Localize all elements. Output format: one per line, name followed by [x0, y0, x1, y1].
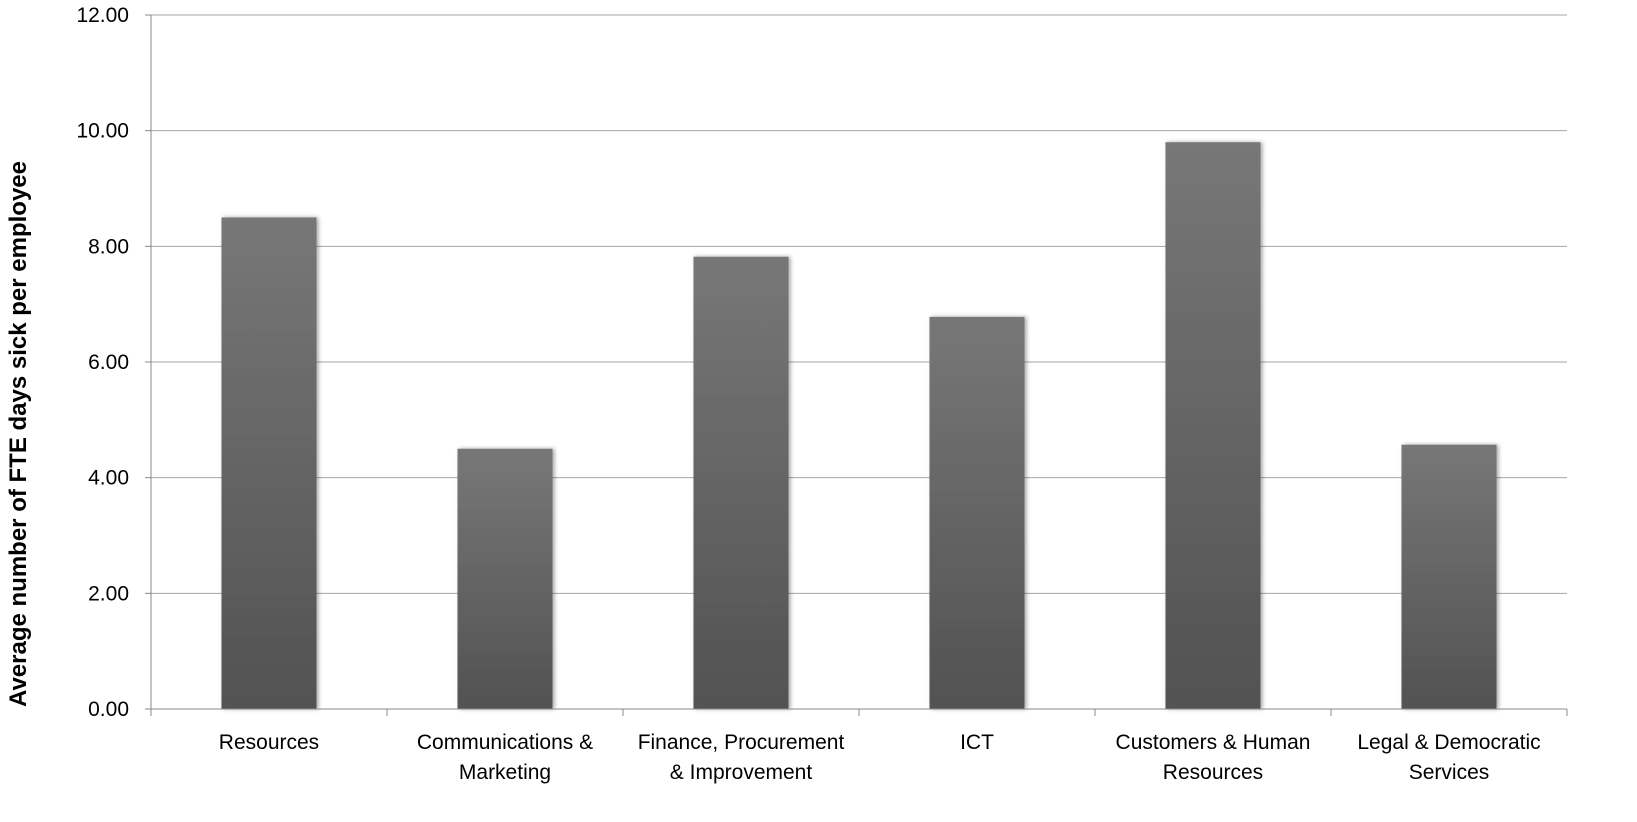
x-tick-label: Legal & Democratic Services [1357, 731, 1540, 784]
y-tick-label: 10.00 [76, 120, 129, 143]
bar [1165, 142, 1261, 709]
x-tick-label: ICT [960, 731, 994, 754]
bar [221, 217, 317, 709]
bars [221, 142, 1497, 709]
x-tick-label: Customers & Human Resources [1116, 731, 1311, 784]
x-tick-label: Resources [219, 731, 319, 754]
x-tick-label: Communications & Marketing [417, 731, 593, 784]
bar [457, 448, 553, 709]
y-tick-label: 0.00 [88, 698, 129, 721]
bar [1401, 444, 1497, 709]
bar [929, 316, 1025, 709]
y-tick-label: 4.00 [88, 467, 129, 490]
axes [150, 15, 1568, 716]
y-tick-label: 2.00 [88, 582, 129, 605]
x-tick-labels: Resources Communications & Marketing Financ… [219, 731, 1541, 784]
y-axis-label: Average number of FTE days sick per empl… [5, 161, 32, 707]
y-tick-label: 6.00 [88, 351, 129, 374]
bar [693, 256, 789, 709]
y-tick-label: 12.00 [76, 4, 129, 27]
y-tick-label: 8.00 [88, 235, 129, 258]
y-tick-labels: 0.00 2.00 4.00 6.00 8.00 10.00 12.00 [76, 4, 129, 721]
gridlines [145, 14, 1567, 710]
x-tick-label: Finance, Procurement & Improvement [638, 731, 845, 784]
